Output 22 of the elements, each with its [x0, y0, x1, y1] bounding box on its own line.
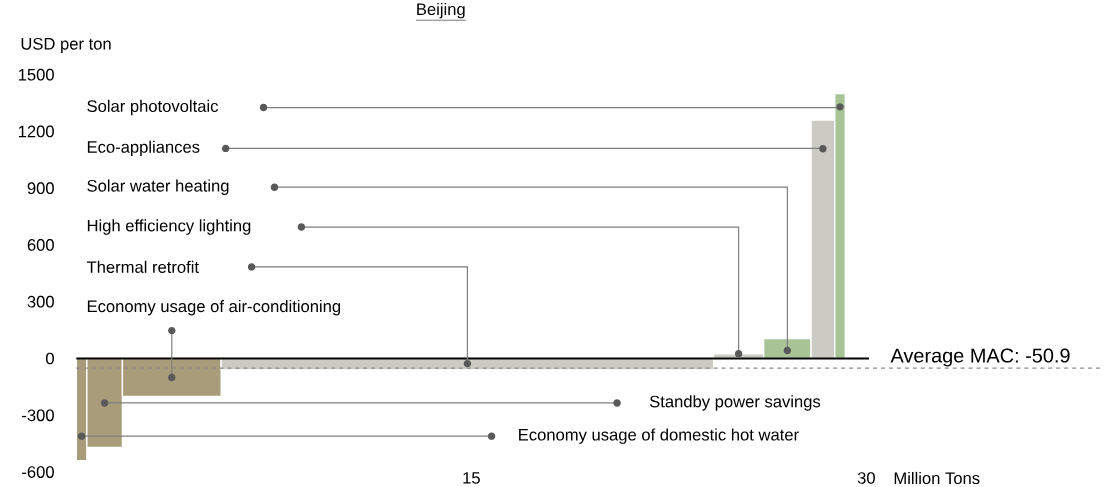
- x-axis-title: Million Tons: [894, 471, 980, 485]
- annotation: Thermal retrofit: [86, 260, 199, 273]
- annotation: Eco-appliances: [87, 140, 200, 157]
- y-tick-label: 0: [46, 352, 54, 365]
- annotation: Economy usage of air-conditioning: [87, 299, 341, 316]
- x-tick-label: 30: [857, 472, 875, 484]
- y-tick-label: 1200: [18, 125, 54, 138]
- ref-line-label: Average MAC: -50.9: [890, 348, 1070, 367]
- y-tick-label: 300: [27, 295, 54, 308]
- y-axis-title: USD per ton: [21, 37, 111, 53]
- y-tick-label: -600: [22, 466, 54, 478]
- annotation: Standby power savings: [649, 395, 821, 411]
- y-tick-label: 600: [27, 239, 54, 251]
- chart-title: Beijing: [417, 2, 465, 19]
- annotation: Solar photovoltaic: [87, 99, 218, 116]
- annotation: Solar water heating: [87, 179, 229, 195]
- y-tick-label: 1500: [18, 68, 54, 81]
- x-tick-label: 15: [463, 472, 480, 484]
- y-tick-label: -300: [22, 409, 54, 422]
- annotation: Economy usage of domestic hot water: [519, 428, 799, 444]
- annotation: High efficiency lighting: [87, 219, 251, 235]
- y-tick-label: 900: [27, 182, 54, 195]
